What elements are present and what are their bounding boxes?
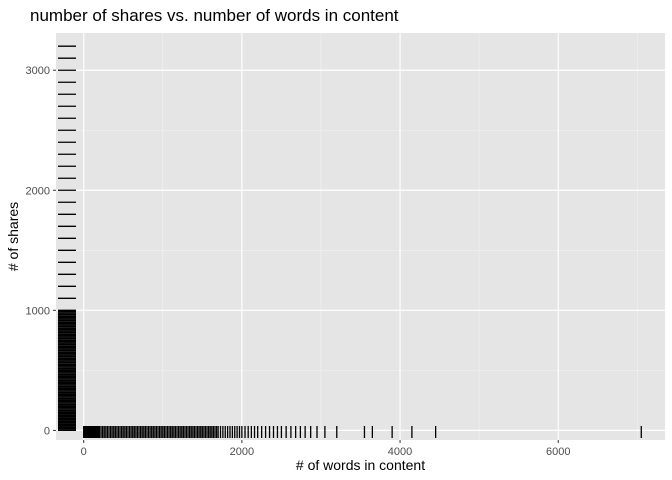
x-tick-label: 4000 xyxy=(388,446,412,458)
x-axis: 0 2000 4000 6000 xyxy=(81,440,570,458)
x-tick-label: 2000 xyxy=(230,446,254,458)
y-tick-label: 2000 xyxy=(26,185,50,197)
chart-title: number of shares vs. number of words in … xyxy=(30,6,399,25)
y-axis-title: # of shares xyxy=(5,202,21,271)
y-tick-label: 3000 xyxy=(26,65,50,77)
plot-panel xyxy=(56,33,665,440)
minor-gridlines xyxy=(56,33,665,440)
x-tick-label: 0 xyxy=(81,446,87,458)
y-rug xyxy=(58,45,76,432)
y-axis: 0 1000 2000 3000 xyxy=(26,65,56,437)
x-tick-label: 6000 xyxy=(546,446,570,458)
y-tick-label: 1000 xyxy=(26,305,50,317)
x-rug xyxy=(83,426,642,438)
y-tick-label: 0 xyxy=(44,425,50,437)
x-axis-title: # of words in content xyxy=(296,457,425,473)
